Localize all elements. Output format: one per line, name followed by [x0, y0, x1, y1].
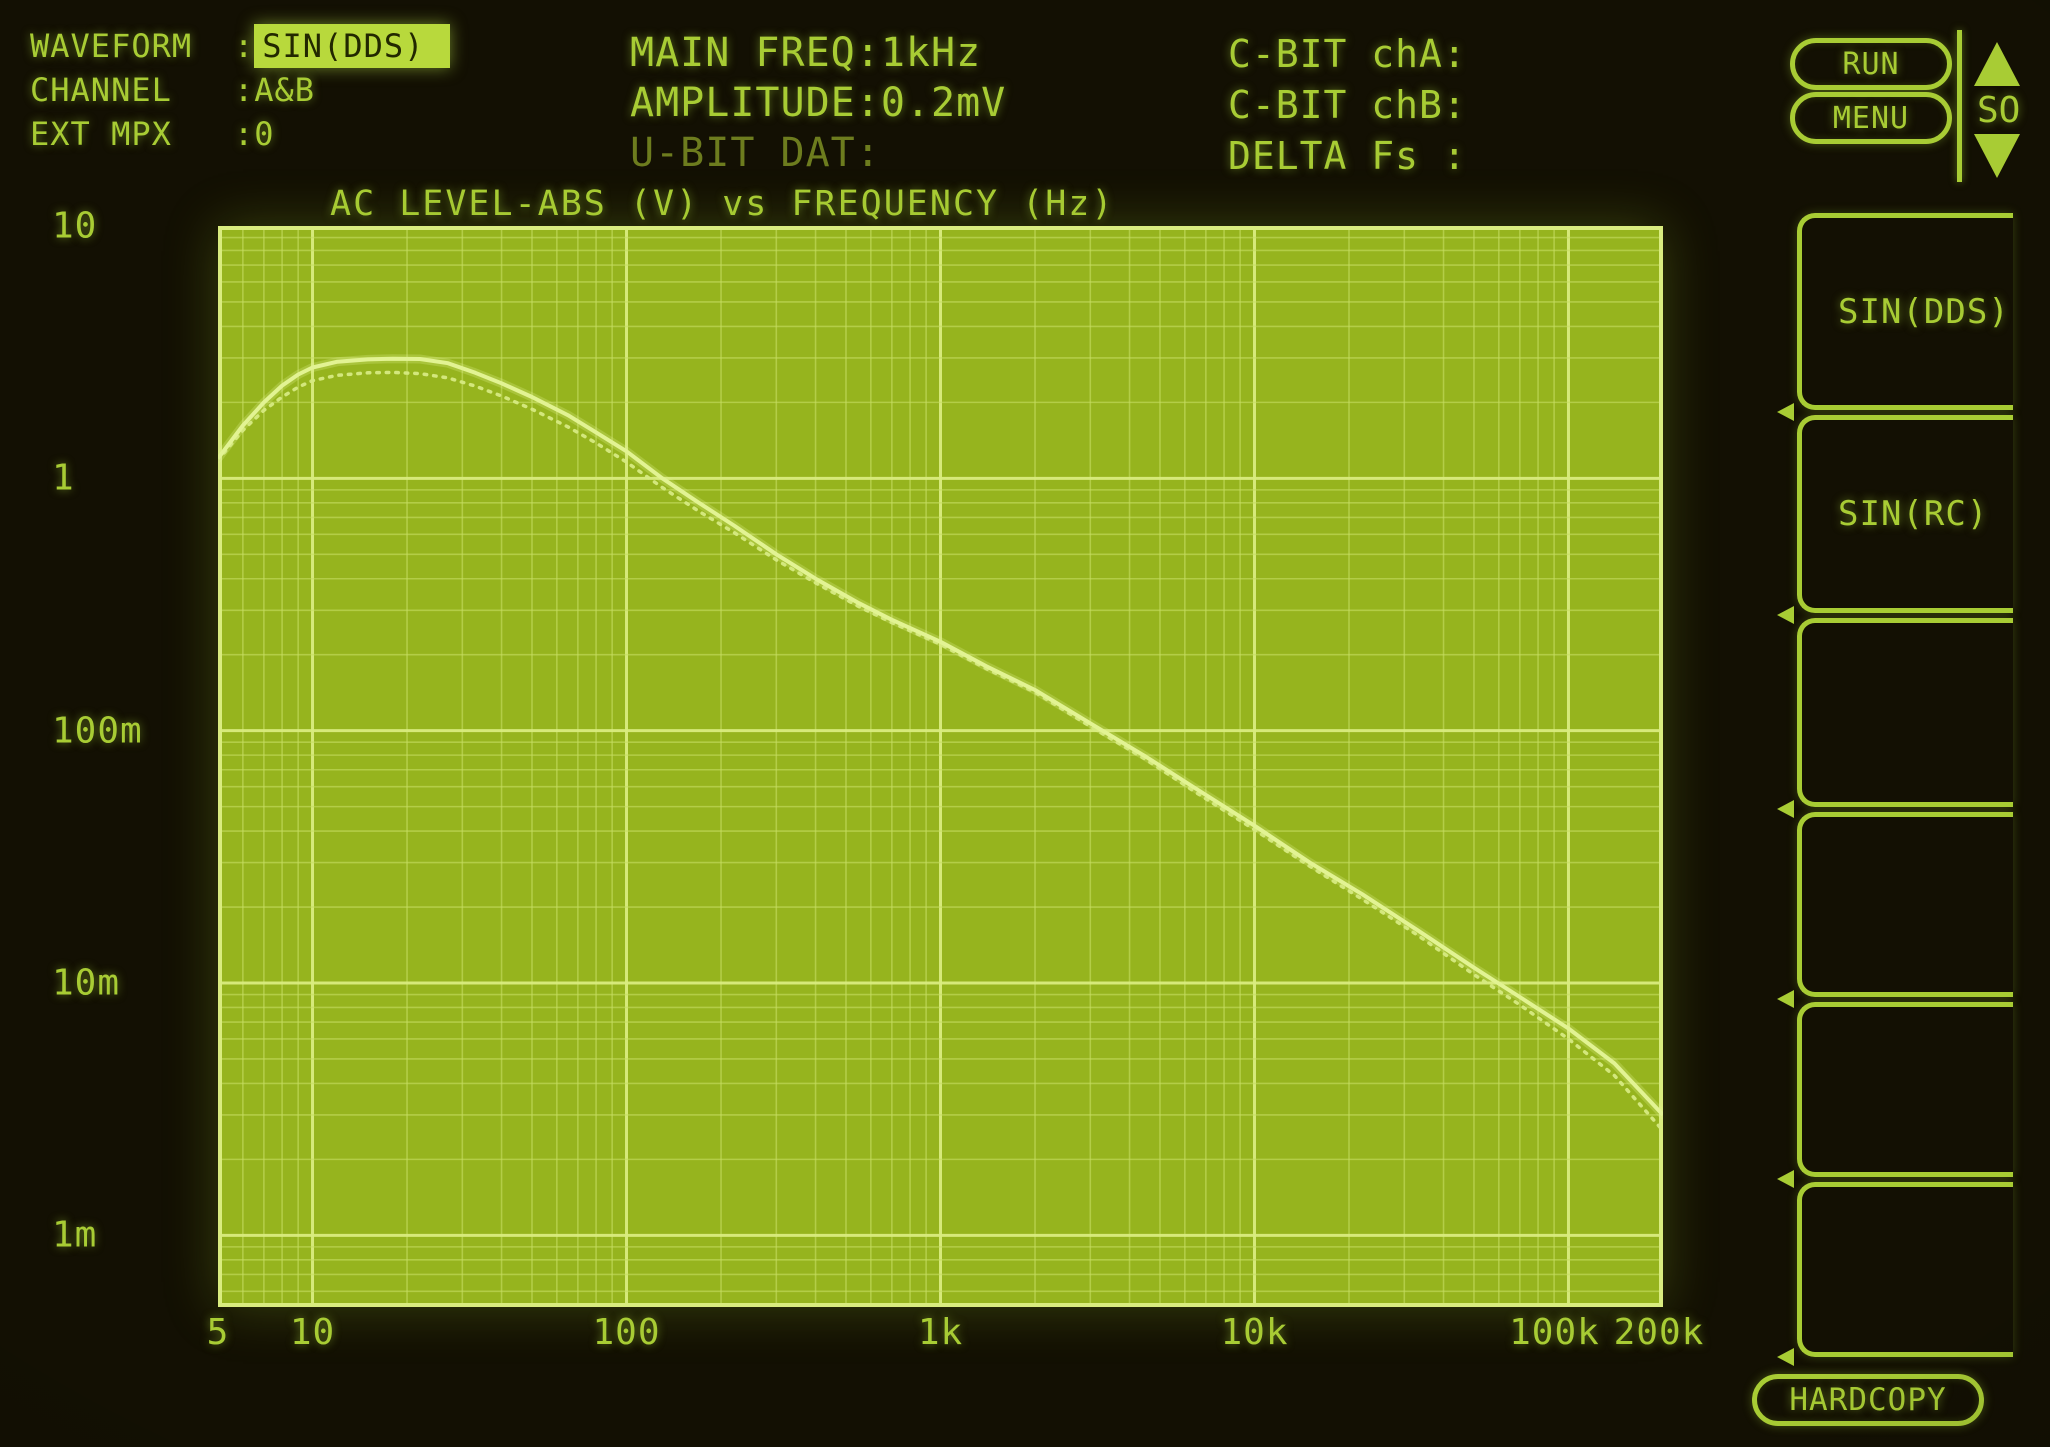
- ext-mpx-label: EXT MPX: [30, 115, 172, 153]
- softkey-2-label: SIN(RC): [1838, 494, 1989, 534]
- y-tick-10: 10: [52, 205, 98, 247]
- so-label: SO: [1977, 90, 2021, 131]
- softkey-notch-icon: [1777, 1170, 1794, 1188]
- ext-mpx-row: EXT MPX:0: [30, 112, 450, 156]
- plot-area: [218, 226, 1663, 1307]
- u-bit-dat-text: U-BIT DAT:: [630, 130, 881, 176]
- softkey-2-sin-rc[interactable]: SIN(RC): [1797, 415, 2013, 613]
- control-divider: [1957, 30, 1962, 182]
- y-tick-1m: 1m: [52, 1214, 98, 1256]
- channel-a-curve: [218, 356, 1663, 1117]
- channel-colon: :: [234, 71, 255, 109]
- ext-mpx-colon: :: [234, 115, 255, 153]
- softkey-notch-icon: [1777, 403, 1794, 421]
- softkey-notch-icon: [1777, 800, 1794, 818]
- y-tick-100m: 100m: [52, 710, 143, 752]
- hardcopy-button[interactable]: HARDCOPY: [1752, 1374, 1984, 1426]
- scroll-up-icon[interactable]: [1974, 42, 2020, 86]
- amplitude-text: AMPLITUDE:0.2mV: [630, 80, 1007, 126]
- waveform-colon: :: [234, 27, 255, 65]
- softkey-1-label: SIN(DDS): [1838, 291, 2010, 332]
- channel-b-curve: [218, 370, 1663, 1133]
- delta-fs-text: DELTA Fs :: [1228, 134, 1467, 178]
- y-tick-1: 1: [52, 457, 75, 499]
- x-tick-1k: 1k: [917, 1312, 964, 1353]
- run-button[interactable]: RUN: [1790, 38, 1952, 90]
- frequency-response-plot: [218, 226, 1663, 1307]
- x-tick-100: 100: [592, 1312, 661, 1353]
- run-button-label: RUN: [1842, 46, 1900, 82]
- x-tick-10k: 10k: [1220, 1312, 1289, 1353]
- softkey-notch-icon: [1777, 990, 1794, 1008]
- softkey-6[interactable]: [1797, 1182, 2013, 1357]
- softkey-5[interactable]: [1797, 1002, 2013, 1177]
- channel-row: CHANNEL: A&B: [30, 68, 450, 112]
- generator-block: MAIN FREQ:1kHz AMPLITUDE:0.2mV U-BIT DAT…: [630, 30, 1006, 180]
- waveform-row: WAVEFORM: SIN(DDS): [30, 24, 451, 68]
- c-bit-chb-text: C-BIT chB:: [1228, 83, 1467, 127]
- menu-button-label: MENU: [1832, 100, 1910, 136]
- ext-mpx-value: 0: [254, 115, 275, 153]
- scroll-down-icon[interactable]: [1974, 134, 2020, 178]
- waveform-value[interactable]: SIN(DDS): [254, 24, 451, 68]
- x-tick-100k: 100k: [1509, 1312, 1600, 1353]
- cbit-block: C-BIT chA: C-BIT chB: DELTA Fs :: [1228, 32, 1467, 185]
- softkey-4[interactable]: [1797, 812, 2013, 997]
- c-bit-cha-text: C-BIT chA:: [1228, 32, 1467, 76]
- x-tick-10: 10: [289, 1312, 336, 1353]
- waveform-label: WAVEFORM: [30, 27, 193, 65]
- softkey-notch-icon: [1777, 1348, 1794, 1366]
- channel-value: A&B: [254, 71, 316, 109]
- plot-border: [218, 226, 1663, 1307]
- main-freq-text: MAIN FREQ:1kHz: [630, 30, 982, 76]
- hardcopy-button-label: HARDCOPY: [1789, 1382, 1947, 1418]
- y-tick-10m: 10m: [52, 962, 121, 1004]
- menu-button[interactable]: MENU: [1790, 92, 1952, 144]
- softkey-1-sin-dds[interactable]: SIN(DDS): [1797, 213, 2013, 410]
- x-tick-200k: 200k: [1613, 1312, 1705, 1353]
- chart-title: AC LEVEL-ABS (V) vs FREQUENCY (Hz): [330, 184, 1115, 224]
- softkey-notch-icon: [1777, 606, 1794, 624]
- channel-label: CHANNEL: [30, 71, 172, 109]
- settings-block: WAVEFORM: SIN(DDS) CHANNEL: A&B EXT MPX:0: [30, 24, 451, 156]
- x-tick-5: 5: [206, 1312, 230, 1353]
- softkey-3[interactable]: [1797, 618, 2013, 807]
